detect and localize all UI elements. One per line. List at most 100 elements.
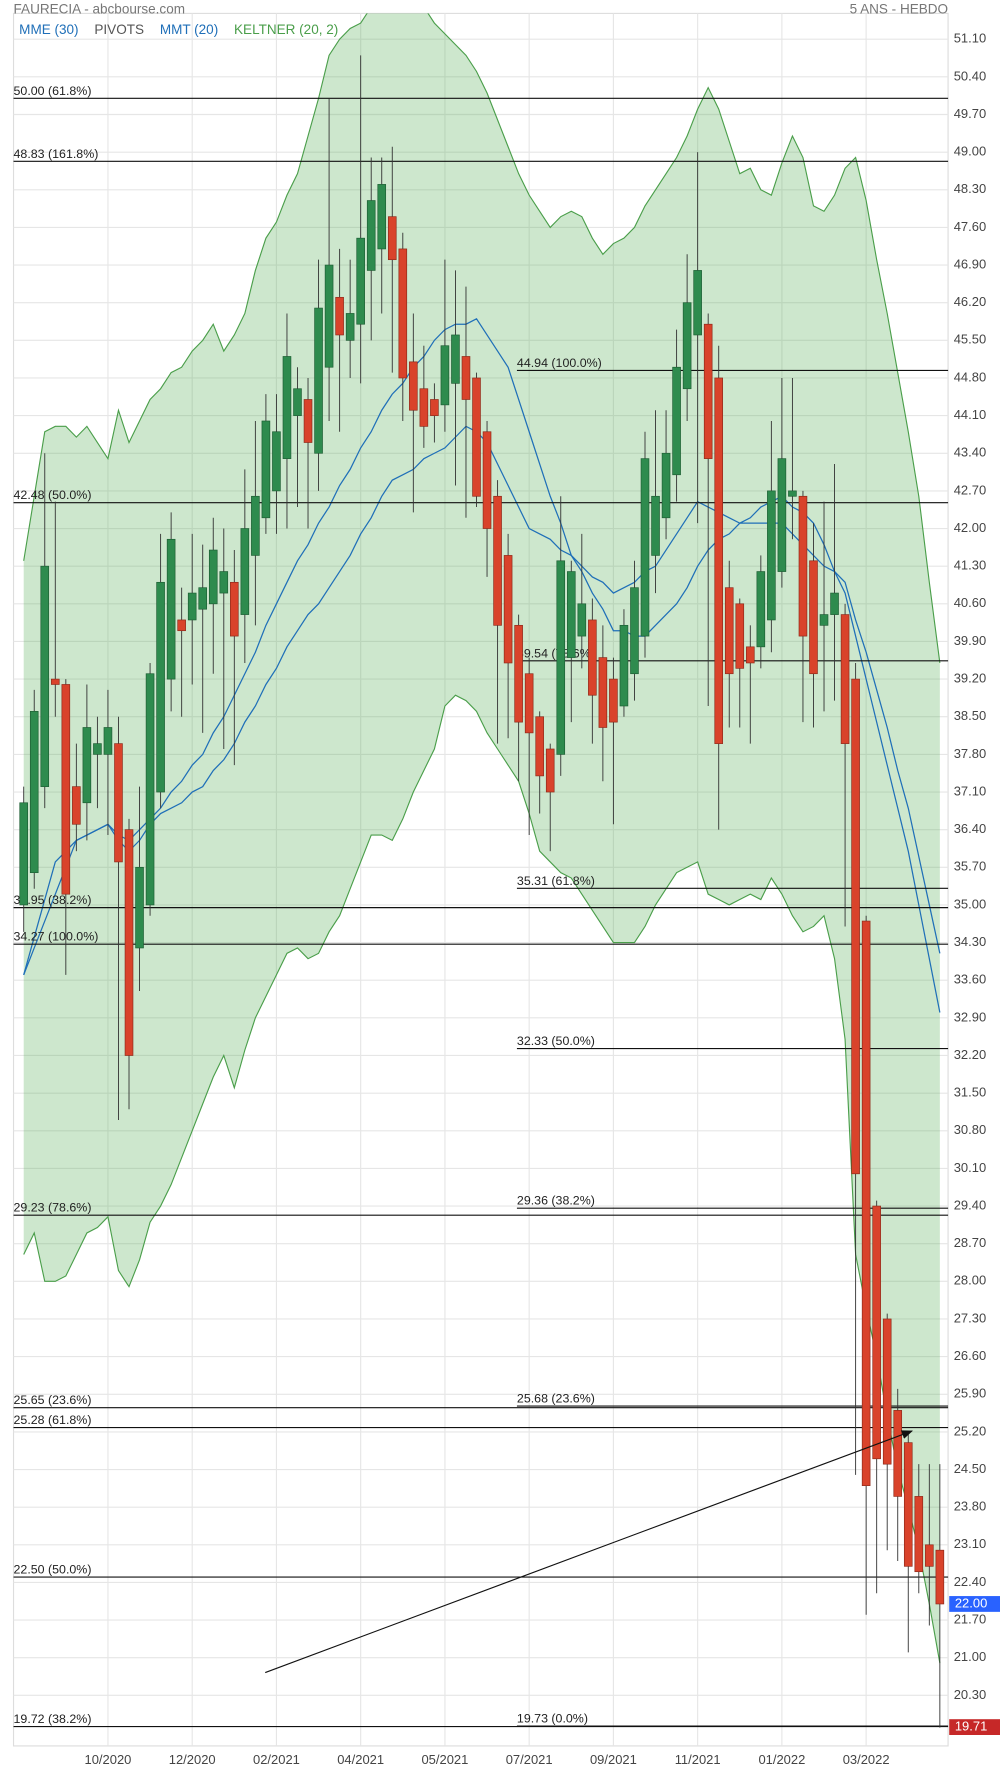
- x-tick-label: 11/2021: [675, 1752, 721, 1767]
- y-tick-label: 37.10: [954, 783, 986, 798]
- candle-body: [619, 624, 629, 707]
- price-tag: [949, 1719, 1000, 1735]
- x-tick-label: 10/2020: [85, 1752, 132, 1767]
- candle-body: [251, 495, 260, 556]
- candle-body: [135, 866, 144, 949]
- candle-body: [724, 587, 734, 675]
- candle-body: [703, 323, 713, 459]
- pivot-label: 35.31 (61.8%): [517, 874, 595, 888]
- candle-body: [461, 356, 471, 400]
- candle-body: [819, 614, 829, 626]
- candle-body: [124, 829, 134, 1056]
- candle-body: [482, 431, 492, 529]
- pivot-label: 22.50 (50.0%): [14, 1563, 92, 1577]
- candle-body: [640, 458, 650, 637]
- candle-body: [177, 619, 186, 632]
- y-tick-label: 47.60: [954, 219, 986, 234]
- candles: [19, 55, 945, 1728]
- pivot-label: 48.83 (161.8%): [14, 147, 99, 161]
- candle-body: [293, 388, 302, 416]
- candle-body: [882, 1318, 892, 1465]
- y-tick-label: 44.80: [954, 369, 986, 384]
- y-tick-label: 42.00: [954, 520, 986, 535]
- candle-body: [588, 619, 597, 696]
- y-tick-label: 28.00: [954, 1273, 986, 1288]
- price-tag: [949, 1596, 1000, 1612]
- candle-body: [714, 377, 724, 744]
- candle-body: [451, 334, 460, 384]
- candle-body: [230, 581, 239, 637]
- pivot-label: 25.65 (23.6%): [14, 1393, 92, 1407]
- candle-body: [166, 538, 176, 680]
- candle-body: [314, 307, 323, 454]
- candle-body: [798, 495, 808, 637]
- pivot-label: 25.28 (61.8%): [14, 1413, 92, 1427]
- candle-body: [693, 270, 702, 336]
- legend-item[interactable]: MMT (20): [160, 22, 218, 37]
- y-tick-label: 32.20: [954, 1047, 986, 1062]
- candle-body: [472, 377, 481, 497]
- y-tick-label: 20.30: [954, 1687, 986, 1702]
- candle-body: [240, 528, 250, 615]
- y-tick-label: 33.60: [954, 972, 986, 987]
- pivot-label: 25.68 (23.6%): [517, 1392, 595, 1406]
- candle-body: [503, 555, 513, 664]
- x-tick-label: 01/2022: [758, 1752, 805, 1767]
- candle-body: [114, 743, 123, 863]
- candle-body: [82, 727, 92, 804]
- candle-body: [198, 587, 208, 610]
- candle-body: [609, 678, 618, 723]
- candle-body: [735, 603, 745, 669]
- y-tick-label: 43.40: [954, 445, 986, 460]
- candle-body: [303, 399, 313, 443]
- y-tick-label: 30.10: [954, 1160, 986, 1175]
- y-tick-label: 22.40: [954, 1574, 986, 1589]
- y-tick-label: 40.60: [954, 595, 986, 610]
- y-tick-label: 49.00: [954, 144, 986, 159]
- y-tick-label: 23.10: [954, 1536, 986, 1551]
- legend-item[interactable]: MME (30): [19, 22, 78, 37]
- candle-body: [545, 748, 555, 793]
- candle-body: [440, 345, 450, 406]
- candle-body: [409, 361, 418, 411]
- grid: [13, 13, 949, 1746]
- y-tick-label: 38.50: [954, 708, 986, 723]
- candle-body: [398, 248, 408, 379]
- candle-body: [672, 366, 681, 476]
- candle-body: [187, 592, 197, 621]
- x-tick-label: 07/2021: [506, 1752, 553, 1767]
- candle-body: [324, 264, 334, 368]
- pivot-label: 29.36 (38.2%): [517, 1194, 595, 1208]
- legend-item[interactable]: PIVOTS: [94, 22, 144, 37]
- y-tick-label: 35.00: [954, 896, 986, 911]
- y-tick-label: 29.40: [954, 1197, 986, 1212]
- y-tick-label: 44.10: [954, 407, 986, 422]
- y-tick-label: 21.70: [954, 1612, 986, 1627]
- candle-body: [535, 716, 544, 777]
- y-tick-label: 45.50: [954, 332, 986, 347]
- candle-body: [493, 495, 502, 626]
- y-tick-label: 39.20: [954, 671, 986, 686]
- candle-body: [524, 673, 534, 734]
- candle-body: [809, 560, 818, 675]
- candle-body: [893, 1410, 903, 1497]
- legend-item[interactable]: KELTNER (20, 2): [234, 22, 338, 37]
- y-tick-label: 46.20: [954, 294, 986, 309]
- candle-body: [208, 549, 218, 605]
- candle-body: [651, 495, 660, 556]
- candle-body: [756, 571, 766, 648]
- candle-body: [156, 581, 165, 793]
- candle-body: [145, 673, 155, 906]
- candle-body: [788, 490, 797, 497]
- keltner-lower: [23, 694, 941, 1664]
- candle-body: [925, 1544, 934, 1567]
- candle-body: [566, 571, 576, 658]
- price-tag-label: 22.00: [955, 1595, 987, 1610]
- candle-body: [261, 420, 271, 519]
- y-tick-label: 34.30: [954, 934, 986, 949]
- y-tick-label: 32.90: [954, 1009, 986, 1024]
- candle-body: [598, 657, 608, 728]
- candle-body: [682, 302, 692, 390]
- keltner-upper: [23, 13, 941, 664]
